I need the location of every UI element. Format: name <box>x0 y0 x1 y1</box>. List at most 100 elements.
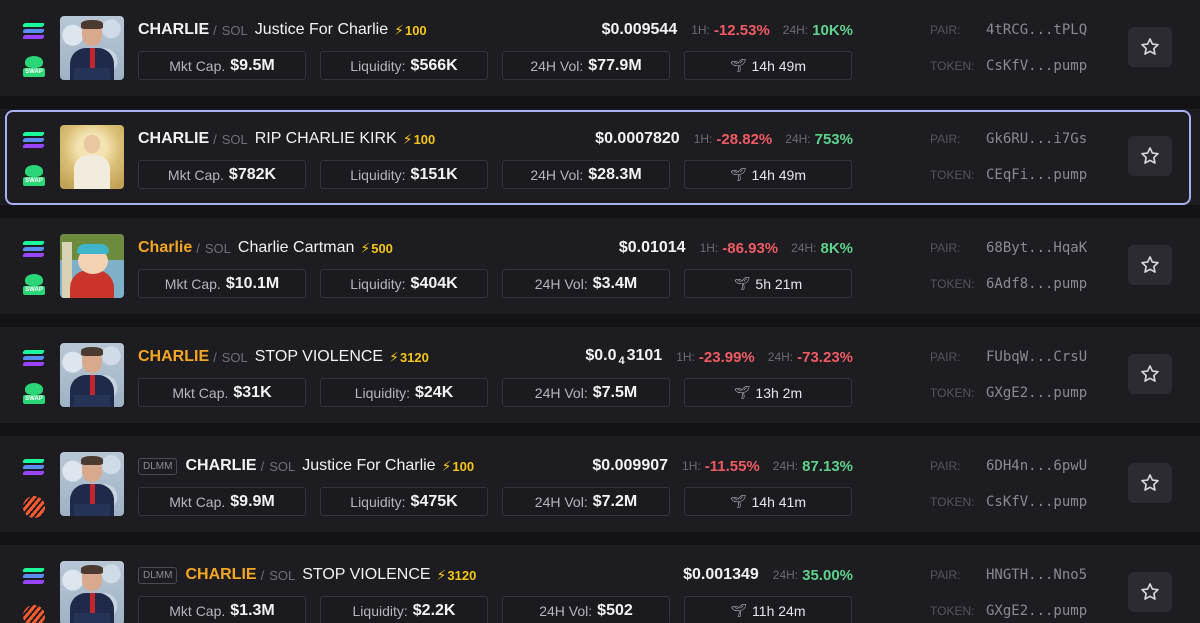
change-24h: 753% <box>814 130 853 148</box>
pair-address[interactable]: PAIR: FUbqW...CrsU <box>930 349 1088 365</box>
token-title[interactable]: DLMM CHARLIE / SOL Justice For Charlie ⚡… <box>138 456 474 476</box>
favorite-button[interactable] <box>1128 354 1172 394</box>
token-title[interactable]: CHARLIE / SOL Justice For Charlie ⚡ 100 <box>138 21 427 38</box>
age-box: 🌱︎ 13h 2m <box>684 378 852 407</box>
price-metrics: $0.001349 24H: 35.00% <box>683 566 853 584</box>
token-image[interactable] <box>60 452 124 516</box>
token-price: $0.001349 <box>683 566 759 583</box>
change-24h: 35.00% <box>802 566 853 584</box>
token-address[interactable]: TOKEN: CsKfV...pump <box>930 58 1088 74</box>
token-ticker: CHARLIE <box>185 566 257 583</box>
pair-address[interactable]: PAIR: 4tRCG...tPLQ <box>930 22 1088 38</box>
change-1h: -23.99% <box>698 348 755 366</box>
token-name: STOP VIOLENCE <box>302 566 431 583</box>
token-row[interactable]: DLMM CHARLIE / SOL STOP VIOLENCE ⚡ 3120 … <box>0 545 1200 623</box>
token-price: $0.009907 <box>592 457 669 474</box>
pair-address[interactable]: PAIR: Gk6RU...i7Gs <box>930 131 1088 147</box>
solana-icon <box>22 458 46 476</box>
token-address[interactable]: TOKEN: CEqFi...pump <box>930 167 1088 183</box>
token-name: Charlie Cartman <box>237 239 355 256</box>
solana-icon <box>22 22 46 40</box>
market-cap-box: Mkt Cap. $31K <box>138 378 306 407</box>
star-icon <box>1141 474 1159 491</box>
age-box: 🌱︎ 14h 41m <box>684 487 852 516</box>
token-row[interactable]: DLMM CHARLIE / SOL Justice For Charlie ⚡… <box>0 436 1200 532</box>
chain-name: SOL <box>269 567 296 583</box>
favorite-button[interactable] <box>1128 136 1172 176</box>
liquidity-box: Liquidity: $566K <box>320 51 488 80</box>
token-address[interactable]: TOKEN: CsKfV...pump <box>930 494 1088 510</box>
change-1h: -12.53% <box>713 21 770 39</box>
token-address[interactable]: TOKEN: GXgE2...pump <box>930 603 1088 619</box>
token-title[interactable]: DLMM CHARLIE / SOL STOP VIOLENCE ⚡ 3120 <box>138 565 476 585</box>
bolt-icon: ⚡ <box>402 130 413 147</box>
chain-name: SOL <box>221 131 248 147</box>
price-metrics: $0.0 4 3101 1H: -23.99% 24H: -73.23% <box>585 347 853 367</box>
seedling-icon: 🌱︎ <box>733 275 751 291</box>
dlmm-badge: DLMM <box>138 566 178 584</box>
age-box: 🌱︎ 5h 21m <box>684 269 852 298</box>
favorite-button[interactable] <box>1128 572 1172 612</box>
pair-address[interactable]: PAIR: 6DH4n...6pwU <box>930 458 1088 474</box>
token-address[interactable]: TOKEN: 6Adf8...pump <box>930 276 1088 292</box>
age-box: 🌱︎ 14h 49m <box>684 160 852 189</box>
meteora-icon <box>23 605 45 623</box>
change-1h: -86.93% <box>722 239 779 257</box>
swap-icon: SWAP <box>23 56 45 78</box>
age-box: 🌱︎ 11h 24m <box>684 596 852 623</box>
token-address[interactable]: TOKEN: GXgE2...pump <box>930 385 1088 401</box>
token-row-selected[interactable]: SWAP CHARLIE / SOL RIP CHARLIE KIRK ⚡ 10… <box>0 109 1200 205</box>
change-1h: -11.55% <box>704 457 760 475</box>
pair-address[interactable]: PAIR: HNGTH...Nno5 <box>930 567 1088 583</box>
seedling-icon: 🌱︎ <box>730 493 747 509</box>
token-image[interactable] <box>60 234 124 298</box>
liquidity-box: Liquidity: $475K <box>320 487 488 516</box>
change-24h: 87.13% <box>802 457 853 475</box>
token-image[interactable] <box>60 125 124 189</box>
favorite-button[interactable] <box>1128 27 1172 67</box>
market-cap-box: Mkt Cap. $9.9M <box>138 487 306 516</box>
price-metrics: $0.009907 1H: -11.55% 24H: 87.13% <box>592 457 853 475</box>
token-row[interactable]: SWAP Charlie / SOL Charlie Cartman ⚡ 500… <box>0 218 1200 314</box>
token-price: $0.01014 <box>618 239 686 256</box>
liquidity-box: Liquidity: $2.2K <box>320 596 488 623</box>
swap-icon: SWAP <box>23 274 45 296</box>
market-cap-box: Mkt Cap. $10.1M <box>138 269 306 298</box>
volume-box: 24H Vol: $28.3M <box>502 160 670 189</box>
token-title[interactable]: CHARLIE / SOL RIP CHARLIE KIRK ⚡ 100 <box>138 130 436 147</box>
star-icon <box>1141 365 1159 382</box>
swap-icon: SWAP <box>23 383 45 405</box>
chain-name: SOL <box>269 458 296 474</box>
volume-box: 24H Vol: $7.5M <box>502 378 670 407</box>
seedling-icon: 🌱︎ <box>730 57 747 73</box>
star-icon <box>1141 256 1159 273</box>
star-icon <box>1141 147 1159 164</box>
token-image[interactable] <box>60 561 124 623</box>
star-icon <box>1141 38 1159 55</box>
token-name: STOP VIOLENCE <box>254 348 384 365</box>
favorite-button[interactable] <box>1128 463 1172 503</box>
token-row[interactable]: SWAP CHARLIE / SOL Justice For Charlie ⚡… <box>0 0 1200 96</box>
token-ticker: Charlie <box>138 239 193 256</box>
token-title[interactable]: CHARLIE / SOL STOP VIOLENCE ⚡ 3120 <box>138 348 429 365</box>
favorite-button[interactable] <box>1128 245 1172 285</box>
boost-count: 3120 <box>447 567 477 583</box>
boost-count: 100 <box>452 458 475 474</box>
solana-icon <box>22 349 46 367</box>
token-title[interactable]: Charlie / SOL Charlie Cartman ⚡ 500 <box>138 239 393 256</box>
token-image[interactable] <box>60 16 124 80</box>
price-metrics: $0.009544 1H: -12.53% 24H: 10K% <box>601 21 853 39</box>
pair-address[interactable]: PAIR: 68Byt...HqaK <box>930 240 1088 256</box>
chain-name: SOL <box>204 240 231 256</box>
price-metrics: $0.0007820 1H: -28.82% 24H: 753% <box>595 130 853 148</box>
change-24h: 10K% <box>812 21 853 39</box>
boost-count: 3120 <box>399 349 429 365</box>
token-image[interactable] <box>60 343 124 407</box>
token-price: $0.0 4 3101 <box>585 347 663 367</box>
age-box: 🌱︎ 14h 49m <box>684 51 852 80</box>
token-ticker: CHARLIE <box>138 21 210 38</box>
token-row[interactable]: SWAP CHARLIE / SOL STOP VIOLENCE ⚡ 3120 … <box>0 327 1200 423</box>
market-cap-box: Mkt Cap. $9.5M <box>138 51 306 80</box>
token-price: $0.0007820 <box>595 130 680 147</box>
